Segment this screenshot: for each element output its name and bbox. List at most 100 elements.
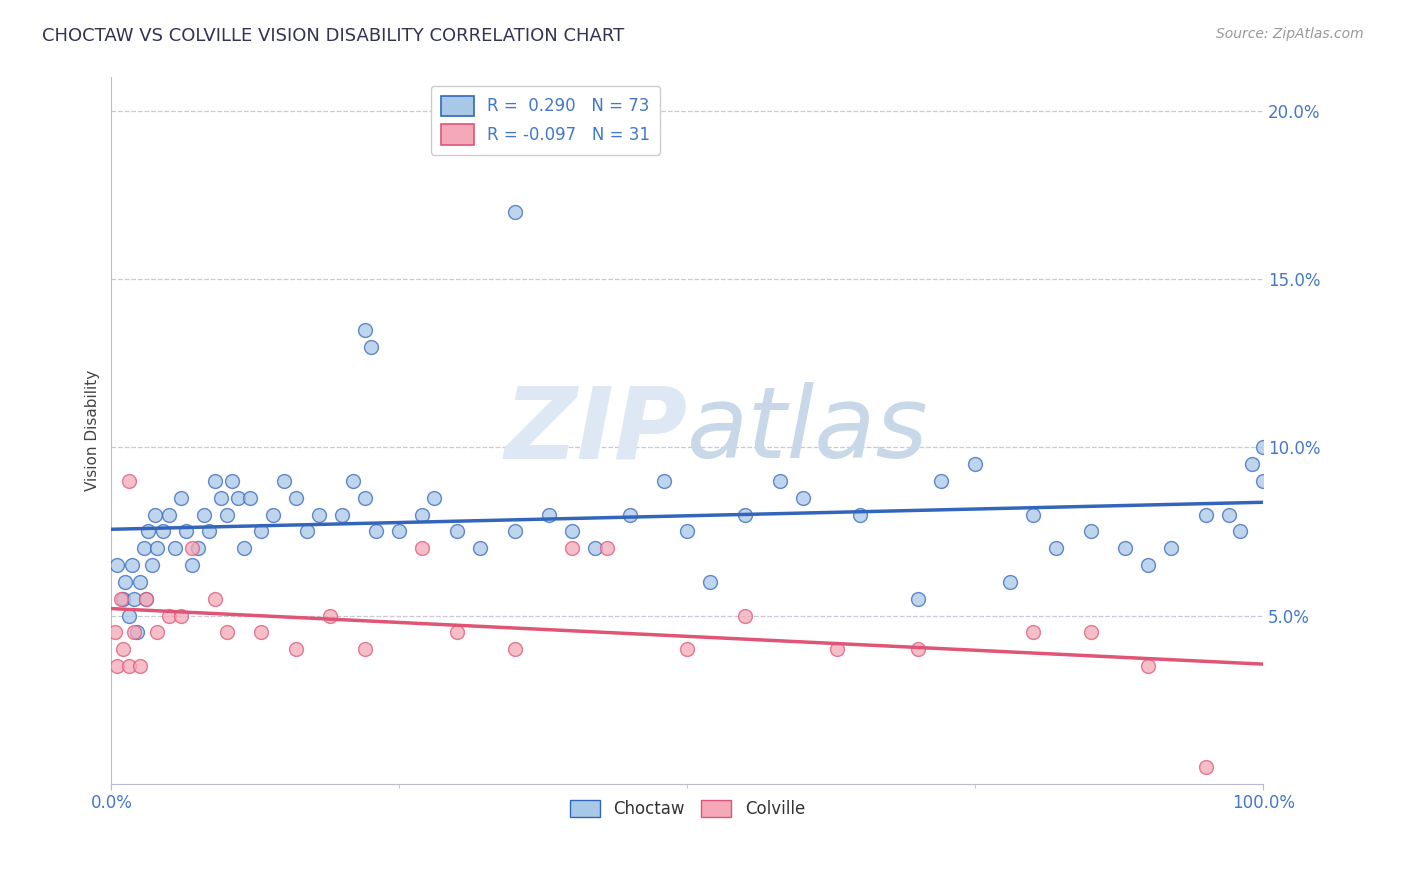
- Point: [174, 524, 197, 539]
- Point: [169, 491, 191, 505]
- Point: [734, 508, 756, 522]
- Point: [965, 457, 987, 471]
- Point: [193, 508, 215, 522]
- Point: [411, 541, 433, 556]
- Point: [676, 642, 699, 657]
- Point: [135, 591, 157, 606]
- Point: [250, 625, 273, 640]
- Point: [250, 524, 273, 539]
- Point: [204, 591, 226, 606]
- Point: [1137, 659, 1160, 673]
- Point: [1022, 508, 1045, 522]
- Point: [118, 608, 141, 623]
- Point: [308, 508, 330, 522]
- Text: Source: ZipAtlas.com: Source: ZipAtlas.com: [1216, 27, 1364, 41]
- Point: [146, 625, 169, 640]
- Point: [446, 625, 468, 640]
- Point: [503, 524, 526, 539]
- Point: [239, 491, 262, 505]
- Point: [187, 541, 209, 556]
- Point: [446, 524, 468, 539]
- Point: [111, 591, 134, 606]
- Point: [538, 508, 561, 522]
- Point: [114, 574, 136, 589]
- Point: [104, 625, 127, 640]
- Point: [825, 642, 848, 657]
- Point: [181, 558, 204, 573]
- Y-axis label: Vision Disability: Vision Disability: [86, 370, 100, 491]
- Point: [929, 474, 952, 488]
- Point: [181, 541, 204, 556]
- Point: [330, 508, 353, 522]
- Point: [1253, 441, 1275, 455]
- Point: [157, 508, 180, 522]
- Point: [226, 491, 249, 505]
- Point: [907, 642, 929, 657]
- Point: [360, 339, 382, 353]
- Point: [273, 474, 295, 488]
- Point: [105, 558, 128, 573]
- Point: [1114, 541, 1136, 556]
- Point: [423, 491, 446, 505]
- Point: [105, 659, 128, 673]
- Point: [1045, 541, 1067, 556]
- Point: [146, 541, 169, 556]
- Point: [297, 524, 319, 539]
- Point: [907, 591, 929, 606]
- Point: [1137, 558, 1160, 573]
- Point: [1240, 457, 1263, 471]
- Point: [503, 642, 526, 657]
- Point: [561, 541, 583, 556]
- Point: [353, 642, 375, 657]
- Point: [1195, 760, 1218, 774]
- Point: [1080, 625, 1102, 640]
- Point: [734, 608, 756, 623]
- Point: [132, 541, 155, 556]
- Point: [619, 508, 641, 522]
- Point: [111, 642, 134, 657]
- Point: [284, 642, 307, 657]
- Point: [468, 541, 491, 556]
- Point: [503, 205, 526, 219]
- Legend: Choctaw, Colville: Choctaw, Colville: [564, 793, 811, 825]
- Point: [1195, 508, 1218, 522]
- Point: [366, 524, 388, 539]
- Point: [124, 591, 146, 606]
- Point: [129, 574, 152, 589]
- Text: CHOCTAW VS COLVILLE VISION DISABILITY CORRELATION CHART: CHOCTAW VS COLVILLE VISION DISABILITY CO…: [42, 27, 624, 45]
- Point: [583, 541, 606, 556]
- Point: [388, 524, 411, 539]
- Point: [152, 524, 174, 539]
- Point: [1022, 625, 1045, 640]
- Point: [284, 491, 307, 505]
- Point: [135, 591, 157, 606]
- Point: [1160, 541, 1182, 556]
- Point: [163, 541, 186, 556]
- Point: [676, 524, 699, 539]
- Point: [699, 574, 721, 589]
- Point: [118, 659, 141, 673]
- Point: [353, 323, 375, 337]
- Point: [654, 474, 676, 488]
- Point: [1229, 524, 1251, 539]
- Point: [849, 508, 872, 522]
- Text: ZIP: ZIP: [505, 382, 688, 479]
- Point: [129, 659, 152, 673]
- Point: [411, 508, 433, 522]
- Point: [136, 524, 159, 539]
- Point: [124, 625, 146, 640]
- Point: [232, 541, 254, 556]
- Point: [118, 474, 141, 488]
- Point: [1218, 508, 1240, 522]
- Point: [204, 474, 226, 488]
- Point: [342, 474, 364, 488]
- Point: [157, 608, 180, 623]
- Point: [215, 508, 238, 522]
- Point: [262, 508, 284, 522]
- Point: [1080, 524, 1102, 539]
- Point: [792, 491, 814, 505]
- Point: [215, 625, 238, 640]
- Text: atlas: atlas: [688, 382, 929, 479]
- Point: [198, 524, 221, 539]
- Point: [768, 474, 790, 488]
